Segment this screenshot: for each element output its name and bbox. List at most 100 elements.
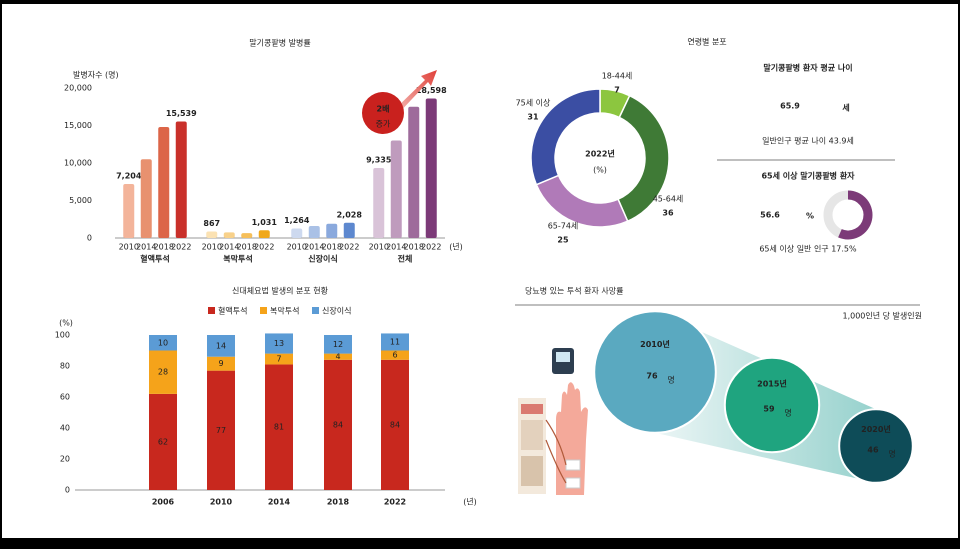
group-label: 복막투석 xyxy=(223,254,252,264)
bar-segment xyxy=(265,364,293,490)
bar xyxy=(408,106,420,238)
x-tick-label: 2010 xyxy=(119,243,139,252)
value-label: 12 xyxy=(333,340,343,349)
bubble-unit: 명 xyxy=(667,375,674,385)
center-label: 2022년 xyxy=(585,149,615,159)
x-tick-label: 2022 xyxy=(339,243,359,252)
value-label: 14 xyxy=(216,341,226,350)
x-tick-label: 2014 xyxy=(219,243,239,252)
value-label: 84 xyxy=(390,420,400,429)
x-tick-label: 2014 xyxy=(386,243,406,252)
bubble-unit: 명 xyxy=(888,449,895,459)
legend-swatch xyxy=(312,307,319,314)
segment-label: 75세 이상 xyxy=(516,98,551,108)
value-label: 7 xyxy=(276,355,281,364)
bandage xyxy=(565,459,581,471)
x-tick-label: 2018 xyxy=(322,243,342,252)
value-label: 77 xyxy=(216,426,226,435)
bar xyxy=(291,228,303,238)
bubble xyxy=(593,310,717,434)
x-tick-label: 2018 xyxy=(154,243,174,252)
x-tick-label: 2022 xyxy=(171,243,191,252)
segment-label: 18-44세 xyxy=(602,72,633,81)
bubble-label: 2020년 xyxy=(861,424,891,434)
legend-label: 신장이식 xyxy=(322,306,351,316)
chart-title: 당뇨병 있는 투석 환자 사망률 xyxy=(525,286,624,296)
stat-label: 말기콩팥병 환자 평균 나이 xyxy=(763,63,852,73)
bubble xyxy=(838,408,914,484)
stats-panel: 말기콩팥병 환자 평균 나이 65.9 세 일반인구 평균 나이 43.9세 6… xyxy=(717,63,895,254)
value-label: 9 xyxy=(218,359,223,368)
bar-segment xyxy=(381,333,409,351)
value-label: 1,264 xyxy=(284,216,310,225)
bar-segment xyxy=(207,370,235,490)
value-label: 84 xyxy=(333,420,343,429)
value-label: 7,204 xyxy=(116,171,142,180)
stat-note: 일반인구 평균 나이 43.9세 xyxy=(762,136,854,146)
x-tick-label: 2022 xyxy=(254,243,274,252)
value-label: 15,539 xyxy=(166,109,197,118)
stat-label: 65세 이상 말기콩팥병 환자 xyxy=(761,171,855,181)
y-tick-label: 20,000 xyxy=(64,84,92,93)
x-tick-label: 2014 xyxy=(268,498,291,507)
axis-unit: (년) xyxy=(463,497,477,507)
bar xyxy=(326,223,338,238)
segment-label: 45-64세 xyxy=(653,195,684,204)
value-label: 28 xyxy=(158,368,168,377)
bar xyxy=(175,121,187,238)
x-tick-label: 2010 xyxy=(202,243,222,252)
segment-value: 25 xyxy=(557,236,569,245)
bar xyxy=(140,159,152,238)
chart-note: 1,000인년 당 발생인원 xyxy=(842,311,922,321)
segment-value: 36 xyxy=(662,209,674,218)
group-label: 신장이식 xyxy=(308,254,337,264)
value-label: 2,028 xyxy=(337,210,363,219)
value-label: 10 xyxy=(158,338,168,347)
stat-value: 56.6 xyxy=(760,211,780,220)
axis-title: 발병자수 (명) xyxy=(73,70,119,80)
x-tick-label: 2018 xyxy=(404,243,424,252)
group-label: 혈액투석 xyxy=(140,254,169,264)
x-tick-label: 2006 xyxy=(152,498,175,507)
bar-segment xyxy=(265,353,293,365)
bubble-value: 76 xyxy=(646,372,658,381)
y-tick-label: 40 xyxy=(60,424,70,433)
bar-segment xyxy=(265,333,293,354)
annotation-subtext: 증가 xyxy=(376,120,391,129)
bubble xyxy=(723,356,821,454)
legend-label: 혈액투석 xyxy=(218,306,247,316)
value-label: 6 xyxy=(392,351,397,360)
bar xyxy=(158,127,170,238)
bar-segment xyxy=(149,393,177,490)
annotation-badge xyxy=(362,92,404,134)
x-tick-label: 2014 xyxy=(304,243,324,252)
value-label: 867 xyxy=(203,219,220,228)
x-tick-label: 2010 xyxy=(287,243,307,252)
y-tick-label: 100 xyxy=(55,331,70,340)
bar-segment xyxy=(149,350,177,394)
bandage xyxy=(565,477,581,489)
x-tick-label: 2014 xyxy=(136,243,156,252)
bar xyxy=(343,222,355,238)
y-tick-label: 10,000 xyxy=(64,159,92,168)
bubble-value: 46 xyxy=(867,446,879,455)
bar xyxy=(258,230,270,238)
bar-segment xyxy=(149,335,177,351)
tube xyxy=(545,419,567,484)
stat-value: 65.9 xyxy=(780,102,800,111)
value-label: 62 xyxy=(158,437,168,446)
bar xyxy=(223,232,235,238)
x-tick-label: 2018 xyxy=(237,243,257,252)
y-tick-label: 60 xyxy=(60,393,70,402)
annotation-text: 2배 xyxy=(377,104,390,114)
bar-segment xyxy=(324,359,352,490)
legend-label: 복막투석 xyxy=(270,306,299,316)
donut-segment xyxy=(530,88,601,186)
stat-note: 65세 이상 일반 인구 17.5% xyxy=(759,244,857,254)
bar xyxy=(373,167,385,238)
value-label: 9,335 xyxy=(366,155,392,164)
x-tick-label: 2022 xyxy=(421,243,441,252)
bar xyxy=(390,140,402,238)
x-tick-label: 2018 xyxy=(327,498,350,507)
segment-value: 7 xyxy=(614,86,620,95)
